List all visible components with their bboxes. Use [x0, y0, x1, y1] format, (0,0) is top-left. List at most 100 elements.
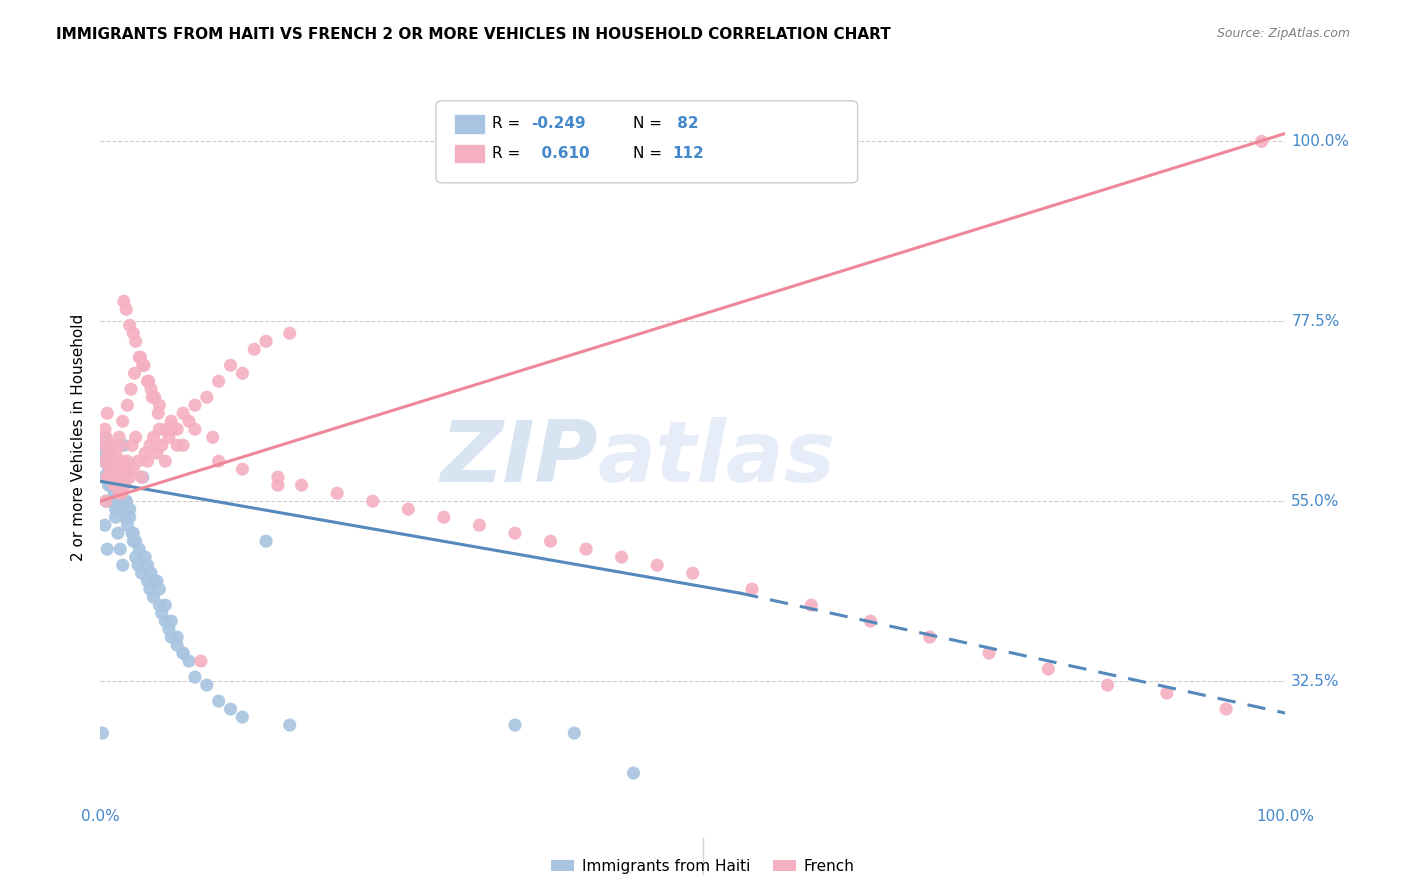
Point — [136, 374, 159, 388]
Point — [150, 438, 173, 452]
Point — [977, 646, 1000, 660]
Point — [132, 470, 155, 484]
Point — [91, 726, 114, 740]
Point — [231, 710, 253, 724]
Point — [105, 454, 128, 468]
Point — [112, 470, 135, 484]
Point — [623, 766, 645, 780]
Point — [94, 494, 117, 508]
Point — [1215, 702, 1237, 716]
Point — [148, 422, 170, 436]
Point — [93, 430, 115, 444]
Point — [267, 478, 290, 492]
Text: Source: ZipAtlas.com: Source: ZipAtlas.com — [1216, 27, 1350, 40]
Point — [111, 454, 134, 468]
Point — [114, 510, 136, 524]
Point — [219, 702, 242, 716]
Point — [101, 470, 124, 484]
Point — [208, 374, 231, 388]
Point — [115, 302, 138, 317]
Point — [101, 454, 124, 468]
Point — [503, 718, 526, 732]
Point — [100, 454, 122, 468]
Point — [132, 359, 155, 373]
Point — [278, 718, 301, 732]
Point — [131, 566, 153, 581]
Point — [107, 494, 129, 508]
Point — [127, 558, 149, 573]
Text: ZIP: ZIP — [440, 417, 598, 500]
Legend: Immigrants from Haiti, French: Immigrants from Haiti, French — [546, 853, 860, 880]
Point — [97, 446, 120, 460]
Point — [575, 542, 598, 557]
Point — [177, 414, 200, 428]
Point — [93, 470, 115, 484]
Point — [166, 422, 188, 436]
Point — [97, 462, 120, 476]
Point — [107, 462, 129, 476]
Point — [800, 598, 823, 612]
Text: -0.249: -0.249 — [531, 117, 586, 131]
Text: atlas: atlas — [598, 417, 837, 500]
Point — [120, 382, 142, 396]
Point — [231, 366, 253, 380]
Point — [125, 334, 148, 349]
Point — [503, 526, 526, 541]
Text: N =: N = — [633, 146, 666, 161]
Point — [254, 534, 277, 549]
Point — [195, 390, 218, 404]
Point — [101, 454, 124, 468]
Point — [121, 438, 143, 452]
Point — [134, 550, 156, 565]
Point — [1250, 135, 1272, 149]
Point — [148, 582, 170, 596]
Point — [172, 646, 194, 660]
Point — [540, 534, 562, 549]
Text: 32.5%: 32.5% — [1291, 673, 1340, 689]
Point — [128, 542, 150, 557]
Point — [117, 454, 139, 468]
Point — [741, 582, 763, 596]
Point — [1097, 678, 1119, 692]
Y-axis label: 2 or more Vehicles in Household: 2 or more Vehicles in Household — [72, 314, 86, 561]
Point — [645, 558, 668, 573]
Point — [201, 430, 224, 444]
Point — [110, 462, 132, 476]
Point — [114, 478, 136, 492]
Point — [146, 446, 169, 460]
Point — [146, 574, 169, 589]
Text: 100.0%: 100.0% — [1291, 134, 1350, 149]
Point — [118, 510, 141, 524]
Point — [96, 542, 118, 557]
Point — [219, 359, 242, 373]
Point — [122, 534, 145, 549]
Point — [166, 438, 188, 452]
Point — [98, 470, 121, 484]
Point — [433, 510, 456, 524]
Point — [918, 630, 941, 644]
Point — [326, 486, 349, 500]
Text: R =: R = — [492, 117, 526, 131]
Point — [1156, 686, 1178, 700]
Point — [195, 678, 218, 692]
Point — [124, 366, 146, 380]
Point — [104, 478, 127, 492]
Point — [122, 462, 145, 476]
Point — [190, 654, 212, 668]
Point — [177, 654, 200, 668]
Point — [122, 326, 145, 341]
Point — [278, 326, 301, 341]
Point — [103, 486, 125, 500]
Point — [141, 390, 163, 404]
Point — [96, 470, 118, 484]
Point — [155, 454, 177, 468]
Point — [118, 318, 141, 333]
Point — [110, 542, 132, 557]
Point — [184, 422, 207, 436]
Point — [96, 406, 118, 420]
Point — [166, 630, 188, 644]
Point — [139, 582, 162, 596]
Point — [172, 406, 194, 420]
Point — [231, 462, 253, 476]
Point — [148, 598, 170, 612]
